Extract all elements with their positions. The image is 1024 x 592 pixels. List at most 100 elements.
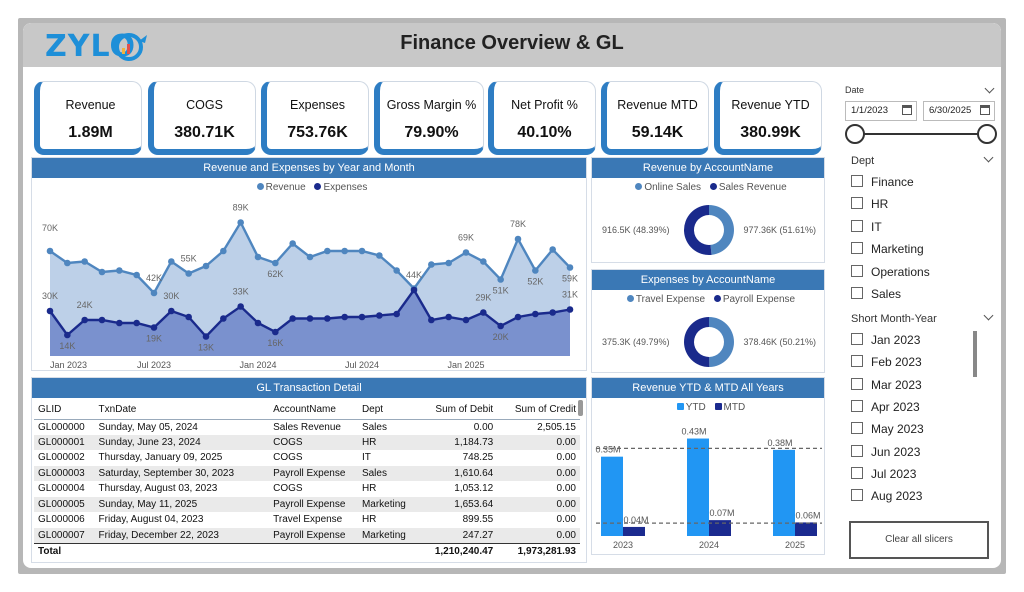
revenue-point[interactable]: [133, 271, 140, 279]
table-row[interactable]: GL000002 Thursday, January 09, 2025 COGS IT…: [34, 450, 580, 466]
column-header[interactable]: TxnDate: [94, 400, 270, 420]
kpi-card-revenue[interactable]: Revenue 1.89M: [34, 81, 142, 155]
expenses-point[interactable]: [549, 309, 556, 316]
slicer-item[interactable]: Jun 2023: [851, 444, 920, 463]
expenses-point[interactable]: [220, 315, 227, 322]
slicer-item[interactable]: Mar 2023: [851, 377, 922, 396]
checkbox[interactable]: [851, 333, 863, 345]
calendar-icon[interactable]: [980, 105, 990, 115]
revenue-point[interactable]: [150, 289, 158, 297]
expenses-point[interactable]: [150, 324, 158, 331]
revenue-point[interactable]: [185, 270, 192, 277]
checkbox[interactable]: [851, 422, 863, 435]
slicer-item[interactable]: Aug 2023: [851, 489, 922, 507]
column-header[interactable]: Sum of Credit: [497, 400, 580, 420]
donut-slice[interactable]: [684, 317, 710, 367]
chevron-down-icon[interactable]: [983, 310, 994, 321]
table-row[interactable]: GL000000 Sunday, May 05, 2024 Sales Revenu…: [34, 419, 580, 435]
column-header[interactable]: GLID: [34, 400, 95, 420]
revenue-point[interactable]: [324, 247, 331, 255]
revenue-point[interactable]: [220, 247, 227, 255]
revenue-point[interactable]: [289, 240, 296, 247]
revenue-point[interactable]: [98, 268, 106, 276]
checkbox[interactable]: [851, 219, 863, 232]
date-end-input[interactable]: 6/30/2025: [923, 101, 995, 121]
expenses-point[interactable]: [393, 310, 400, 318]
ytd-bar[interactable]: [773, 449, 795, 536]
expenses-point[interactable]: [480, 309, 487, 316]
table-row[interactable]: GL000005 Sunday, May 11, 2025 Payroll Expe…: [34, 496, 580, 512]
expenses-by-account-panel[interactable]: Expenses by AccountName Travel Expense P…: [591, 269, 825, 373]
checkbox[interactable]: [851, 377, 863, 390]
kpi-card-cogs[interactable]: COGS 380.71K: [148, 81, 256, 155]
revenue-point[interactable]: [549, 246, 556, 253]
chevron-down-icon[interactable]: [983, 152, 994, 163]
revenue-point[interactable]: [462, 249, 470, 256]
checkbox[interactable]: [851, 444, 863, 457]
mtd-bar[interactable]: [709, 520, 731, 536]
slicer-item[interactable]: Finance: [851, 175, 914, 193]
slicer-item[interactable]: Jul 2023: [851, 466, 916, 485]
expenses-point[interactable]: [46, 307, 54, 315]
revenue-point[interactable]: [445, 259, 452, 267]
slicer-item[interactable]: Sales: [851, 287, 901, 305]
slicer-item[interactable]: Apr 2023: [851, 399, 920, 418]
kpi-card-expenses[interactable]: Expenses 753.76K: [261, 81, 369, 155]
ytd-mtd-chart-panel[interactable]: Revenue YTD & MTD All Years YTD MTD 0.35…: [591, 377, 825, 555]
table-row[interactable]: GL000001 Sunday, June 23, 2024 COGS HR 1,184…: [34, 434, 580, 450]
revenue-point[interactable]: [532, 267, 539, 274]
slicer-item[interactable]: IT: [851, 219, 882, 238]
expenses-point[interactable]: [376, 312, 383, 319]
ytd-bar[interactable]: [601, 456, 623, 536]
checkbox[interactable]: [851, 264, 863, 277]
checkbox[interactable]: [851, 399, 863, 412]
expenses-point[interactable]: [133, 319, 140, 327]
expenses-point[interactable]: [202, 333, 210, 340]
clear-slicers-button[interactable]: Clear all slicers: [849, 521, 989, 559]
kpi-card-net-profit[interactable]: Net Profit % 40.10%: [488, 81, 596, 155]
revenue-point[interactable]: [64, 259, 71, 267]
expenses-point[interactable]: [532, 310, 539, 318]
slicer-item[interactable]: Jan 2023: [851, 333, 920, 351]
slicer-item[interactable]: Marketing: [851, 242, 924, 260]
checkbox[interactable]: [851, 197, 863, 210]
expenses-point[interactable]: [324, 315, 331, 322]
expenses-point[interactable]: [445, 313, 452, 321]
checkbox[interactable]: [851, 175, 863, 187]
revenue-point[interactable]: [393, 267, 400, 274]
expenses-point[interactable]: [566, 306, 574, 313]
table-row[interactable]: GL000003 Saturday, September 30, 2023 Payr…: [34, 465, 580, 481]
expenses-point[interactable]: [81, 316, 88, 324]
ytd-bar[interactable]: [687, 438, 709, 536]
checkbox[interactable]: [851, 489, 863, 502]
calendar-icon[interactable]: [902, 105, 912, 115]
slicer-item[interactable]: Feb 2023: [851, 355, 922, 373]
mtd-bar[interactable]: [623, 526, 645, 536]
expenses-point[interactable]: [514, 313, 522, 321]
revenue-point[interactable]: [81, 258, 88, 265]
checkbox[interactable]: [851, 242, 863, 255]
expenses-point[interactable]: [98, 316, 106, 324]
expenses-point[interactable]: [272, 328, 279, 336]
date-range-start-handle[interactable]: [845, 124, 865, 144]
kpi-card-gross-margin[interactable]: Gross Margin % 79.90%: [374, 81, 484, 155]
column-header[interactable]: Dept: [357, 400, 419, 420]
expenses-point[interactable]: [428, 316, 435, 324]
expenses-point[interactable]: [64, 331, 71, 339]
table-row[interactable]: GL000007 Friday, December 22, 2023 Payroll…: [34, 527, 580, 543]
revenue-by-account-panel[interactable]: Revenue by AccountName Online Sales Sale…: [591, 157, 825, 263]
revenue-point[interactable]: [237, 219, 244, 226]
expenses-point[interactable]: [306, 315, 314, 322]
chevron-down-icon[interactable]: [984, 83, 995, 94]
kpi-card-revenue-ytd[interactable]: Revenue YTD 380.99K: [714, 81, 822, 155]
revenue-point[interactable]: [306, 253, 314, 261]
revenue-point[interactable]: [514, 235, 522, 243]
revenue-point[interactable]: [254, 253, 262, 261]
revenue-point[interactable]: [46, 247, 54, 255]
revenue-point[interactable]: [341, 247, 348, 255]
donut-slice[interactable]: [709, 317, 735, 367]
revenue-point[interactable]: [272, 259, 279, 267]
slicer-item[interactable]: Operations: [851, 264, 930, 283]
revenue-point[interactable]: [202, 262, 210, 270]
date-start-input[interactable]: 1/1/2023: [845, 101, 917, 121]
